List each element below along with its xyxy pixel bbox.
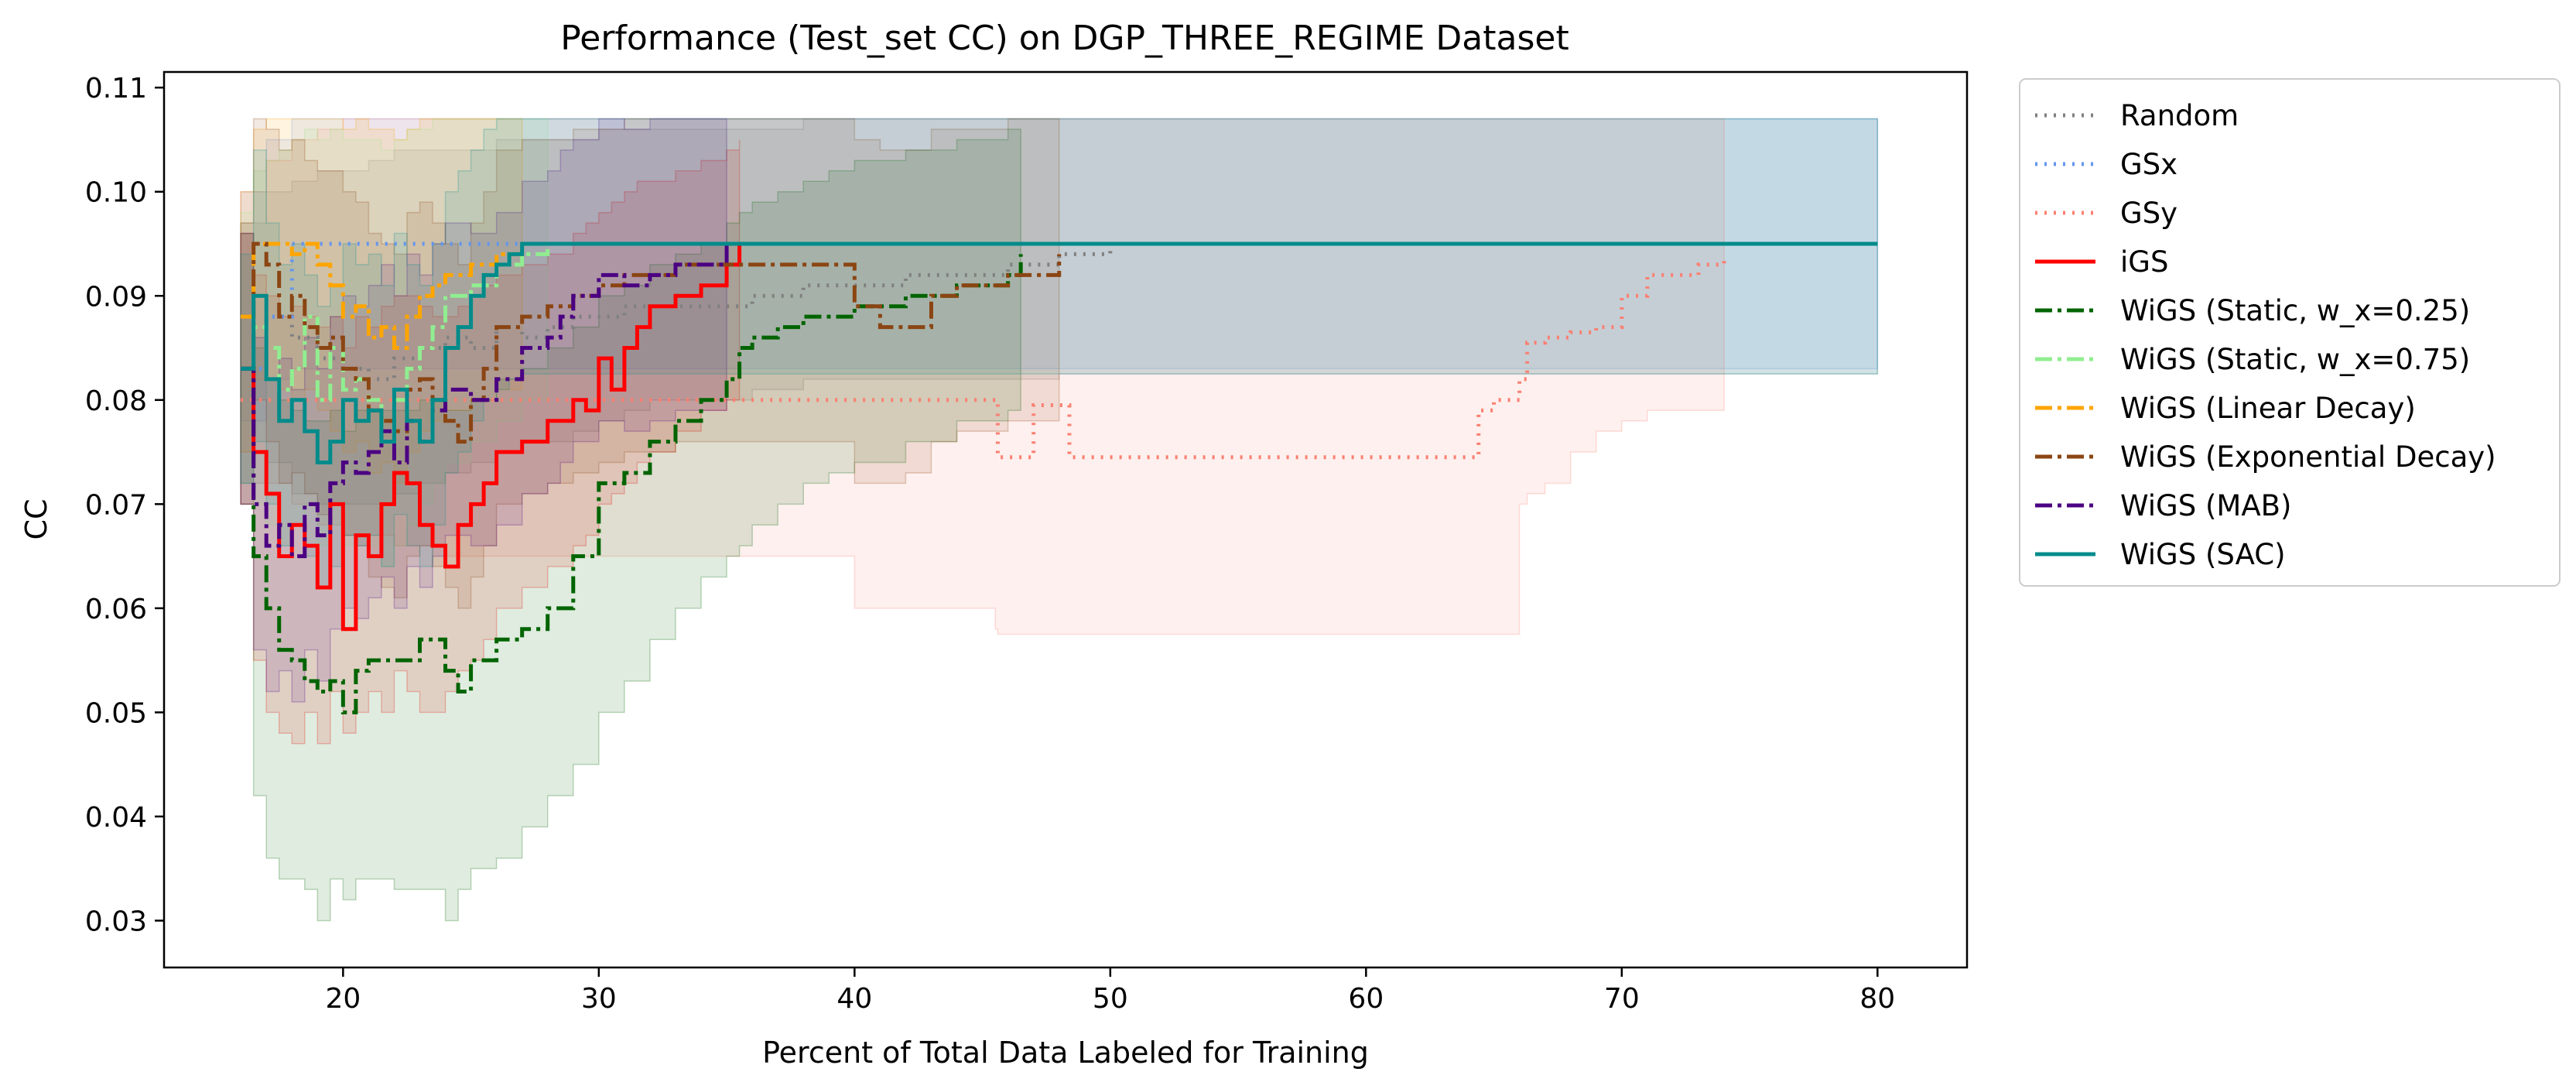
line-wigs-sac	[241, 241, 1878, 465]
line-wigs-exponential-decay	[241, 241, 1062, 444]
confidence-bands	[240, 118, 1879, 922]
band-gsy	[240, 118, 1725, 635]
y-tick-label: 0.08	[85, 385, 147, 417]
legend-label: GSx	[2120, 148, 2177, 181]
x-tick-label: 70	[1604, 983, 1640, 1015]
x-axis-ticks: 20 30 40 50 60 70 80	[325, 967, 1895, 1015]
legend-label: Random	[2120, 99, 2239, 132]
y-tick-label: 0.09	[85, 281, 147, 313]
y-axis-label: CC	[19, 498, 53, 539]
x-tick-label: 60	[1348, 983, 1384, 1015]
x-tick-label: 80	[1859, 983, 1895, 1015]
legend-label: WiGS (Static, w_x=0.75)	[2120, 343, 2470, 376]
plot-frame	[162, 70, 1969, 969]
band-igs	[240, 139, 741, 745]
x-tick-label: 50	[1093, 983, 1128, 1015]
x-axis-label: Percent of Total Data Labeled for Traini…	[762, 1036, 1369, 1070]
x-tick-label: 20	[325, 983, 361, 1015]
x-tick-label: 30	[581, 983, 617, 1015]
series-lines	[241, 241, 1878, 714]
chart-title: Performance (Test_set CC) on DGP_THREE_R…	[560, 19, 1569, 58]
x-tick-label: 40	[836, 983, 872, 1015]
y-tick-label: 0.10	[85, 177, 147, 209]
band-wigs-exponential-decay	[240, 118, 1060, 609]
line-igs	[241, 243, 742, 632]
legend-label: WiGS (Linear Decay)	[2120, 392, 2416, 425]
line-wigs-static-w-x-0-75	[241, 243, 550, 433]
legend-label: WiGS (Static, w_x=0.25)	[2120, 294, 2470, 327]
line-gsx	[241, 241, 1878, 371]
y-tick-label: 0.05	[85, 697, 147, 729]
line-wigs-static-w-x-0-25	[241, 254, 1023, 714]
line-wigs-linear-decay	[241, 241, 525, 351]
y-tick-label: 0.11	[85, 73, 147, 104]
band-gsx	[240, 118, 1879, 422]
y-tick-label: 0.04	[85, 802, 147, 834]
legend: Random GSx GSy iGS WiGS (Static, w_x=0.25) Wi…	[2019, 78, 2561, 587]
y-tick-label: 0.03	[85, 906, 147, 937]
legend-label: GSy	[2120, 197, 2177, 230]
band-wigs-sac	[240, 118, 1879, 588]
legend-label: WiGS (SAC)	[2120, 538, 2286, 571]
line-gsy	[241, 254, 1726, 460]
legend-label: WiGS (MAB)	[2120, 489, 2291, 522]
legend-frame	[2019, 78, 2561, 587]
legend-label: WiGS (Exponential Decay)	[2120, 440, 2496, 474]
y-axis-ticks: 0.03 0.04 0.05 0.06 0.07 0.08 0.09 0.10 0.11	[85, 73, 164, 937]
y-tick-label: 0.07	[85, 489, 147, 521]
y-tick-label: 0.06	[85, 594, 147, 625]
legend-label: iGS	[2120, 245, 2168, 279]
